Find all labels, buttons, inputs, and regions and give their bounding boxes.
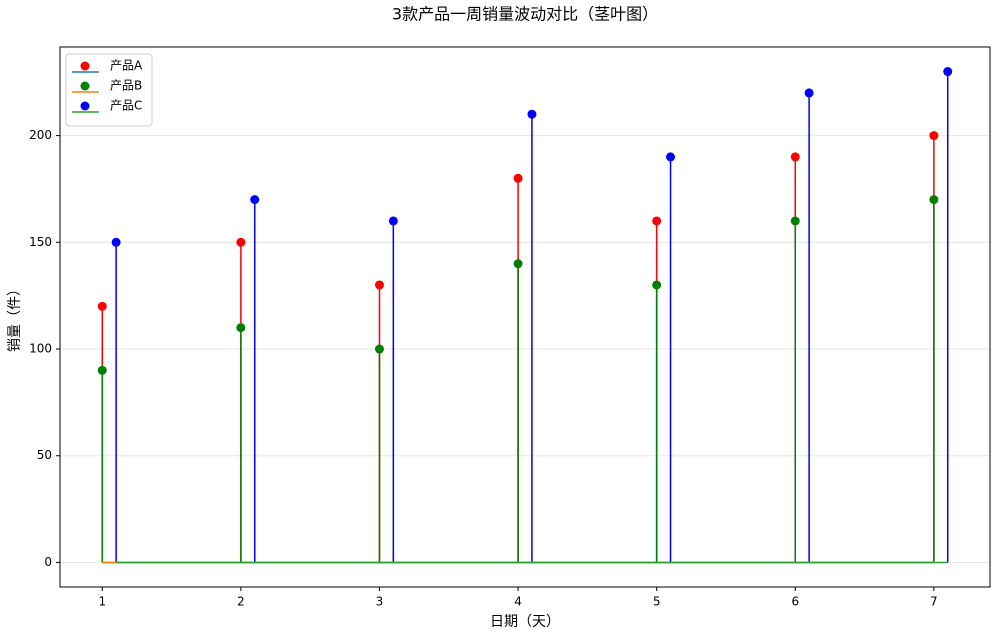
y-tick-label: 100: [29, 342, 52, 356]
y-tick-label: 0: [44, 555, 52, 569]
y-tick-label: 200: [29, 128, 52, 142]
stem-marker: [236, 237, 246, 247]
plot-frame: [59, 46, 991, 588]
stem-marker: [804, 88, 814, 98]
stem-marker: [236, 323, 246, 333]
legend-marker: [80, 61, 90, 71]
chart-title: 3款产品一周销量波动对比（茎叶图）: [392, 5, 658, 24]
stem-marker: [527, 109, 537, 119]
x-tick-label: 7: [930, 595, 938, 609]
stem-marker: [513, 259, 523, 269]
stem-marker: [97, 365, 107, 375]
legend-label: 产品C: [110, 99, 142, 113]
x-tick-label: 2: [237, 595, 245, 609]
stem-marker: [374, 280, 384, 290]
x-tick-label: 3: [376, 595, 384, 609]
legend: 产品A 产品B 产品C: [65, 53, 153, 127]
stem-marker: [250, 195, 260, 205]
stem-marker: [111, 237, 121, 247]
stem-marker: [943, 67, 953, 77]
stem-marker: [666, 152, 676, 162]
x-tick-label: 4: [514, 595, 522, 609]
stem-marker: [652, 216, 662, 226]
x-tick-label: 5: [653, 595, 661, 609]
stem-marker: [790, 216, 800, 226]
legend-marker: [80, 81, 90, 91]
stem-marker: [513, 173, 523, 183]
stem-marker: [374, 344, 384, 354]
stem-marker: [929, 195, 939, 205]
x-tick-label: 1: [98, 595, 106, 609]
stem-marker: [929, 131, 939, 141]
legend-marker: [80, 101, 90, 111]
stem-marker: [388, 216, 398, 226]
stem-marker: [97, 301, 107, 311]
y-tick-label: 150: [29, 235, 52, 249]
y-tick-label: 50: [37, 448, 52, 462]
legend-label: 产品B: [110, 79, 142, 93]
x-tick-label: 6: [791, 595, 799, 609]
stem-marker: [790, 152, 800, 162]
stem-marker: [652, 280, 662, 290]
x-axis-label: 日期（天）: [490, 614, 560, 630]
y-axis-label: 销量（件）: [7, 282, 23, 352]
legend-label: 产品A: [110, 59, 143, 73]
